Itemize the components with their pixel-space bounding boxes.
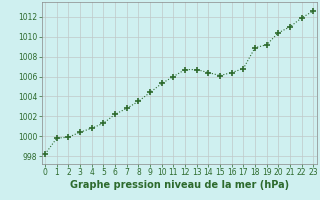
- X-axis label: Graphe pression niveau de la mer (hPa): Graphe pression niveau de la mer (hPa): [70, 180, 289, 190]
